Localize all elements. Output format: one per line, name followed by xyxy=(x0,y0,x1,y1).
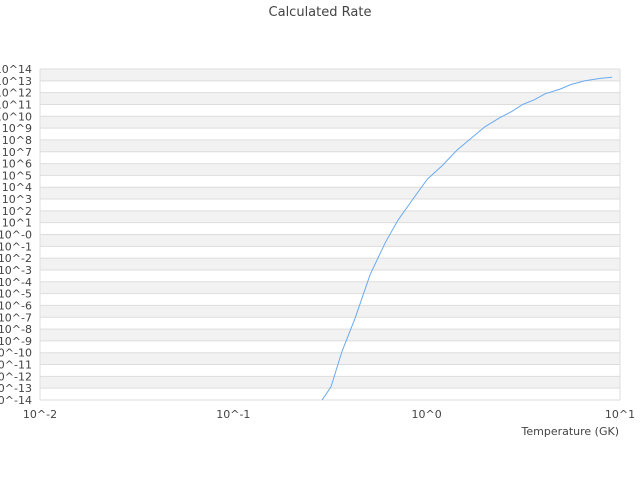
y-axis-ticks: 10^1410^1310^1210^1110^1010^910^810^710^… xyxy=(0,63,32,407)
x-tick-label: 10^1 xyxy=(605,408,635,421)
plot-band xyxy=(40,234,620,247)
y-tick-label: 10^-1 xyxy=(0,240,32,253)
plot-band xyxy=(40,258,620,270)
x-tick-label: 10^-2 xyxy=(23,408,57,421)
y-tick-label: 10^6 xyxy=(2,158,32,171)
y-tick-label: 10^2 xyxy=(2,205,32,218)
plot-band xyxy=(40,116,620,129)
plot-band xyxy=(40,139,620,152)
y-tick-label: 10^3 xyxy=(2,193,32,206)
plot-band xyxy=(40,92,620,105)
y-tick-label: 10^10 xyxy=(0,110,32,123)
y-tick-label: 10^-5 xyxy=(0,288,32,301)
y-tick-label: 10^5 xyxy=(2,169,32,182)
plot-band xyxy=(40,329,620,341)
plot-band xyxy=(40,163,620,176)
plot-band xyxy=(40,69,620,81)
y-tick-label: 10^-2 xyxy=(0,252,32,265)
series-line xyxy=(321,76,613,401)
y-tick-label: 10^-0 xyxy=(0,229,32,242)
chart-title: Calculated Rate xyxy=(269,5,372,20)
y-tick-label: 10^-11 xyxy=(0,359,32,372)
plot-band xyxy=(40,187,620,200)
x-tick-label: 10^-1 xyxy=(216,408,250,421)
y-tick-label: 10^12 xyxy=(0,87,32,100)
y-tick-label: 10^9 xyxy=(2,122,32,135)
y-tick-label: 10^1 xyxy=(2,217,32,230)
x-tick-label: 10^0 xyxy=(412,408,442,421)
y-tick-label: 10^11 xyxy=(0,98,32,111)
y-tick-label: 10^-8 xyxy=(0,323,32,336)
y-tick-label: 10^-12 xyxy=(0,370,32,383)
y-tick-label: 10^-4 xyxy=(0,276,32,289)
y-tick-label: 10^-13 xyxy=(0,382,32,395)
plot-band xyxy=(40,210,620,223)
x-axis-label: Temperature (GK) xyxy=(521,425,620,438)
plot-bands xyxy=(40,69,620,389)
y-tick-label: 10^-14 xyxy=(0,394,32,407)
y-tick-label: 10^-10 xyxy=(0,347,32,360)
y-tick-label: 10^-3 xyxy=(0,264,32,277)
y-tick-label: 10^13 xyxy=(0,75,32,88)
plot-band xyxy=(40,305,620,318)
y-tick-label: 10^8 xyxy=(2,134,32,147)
y-tick-label: 10^-9 xyxy=(0,335,32,348)
plot-band xyxy=(40,281,620,294)
y-tick-label: 10^14 xyxy=(0,63,32,76)
y-tick-label: 10^4 xyxy=(2,181,32,194)
plot-band xyxy=(40,352,620,365)
y-tick-label: 10^-6 xyxy=(0,299,32,312)
plot-band xyxy=(40,376,620,389)
gridlines xyxy=(39,68,621,401)
x-axis-ticks: 10^-2 10^-1 10^0 10^1 xyxy=(23,408,635,421)
y-tick-label: 10^-7 xyxy=(0,311,32,324)
y-tick-label: 10^7 xyxy=(2,146,32,159)
